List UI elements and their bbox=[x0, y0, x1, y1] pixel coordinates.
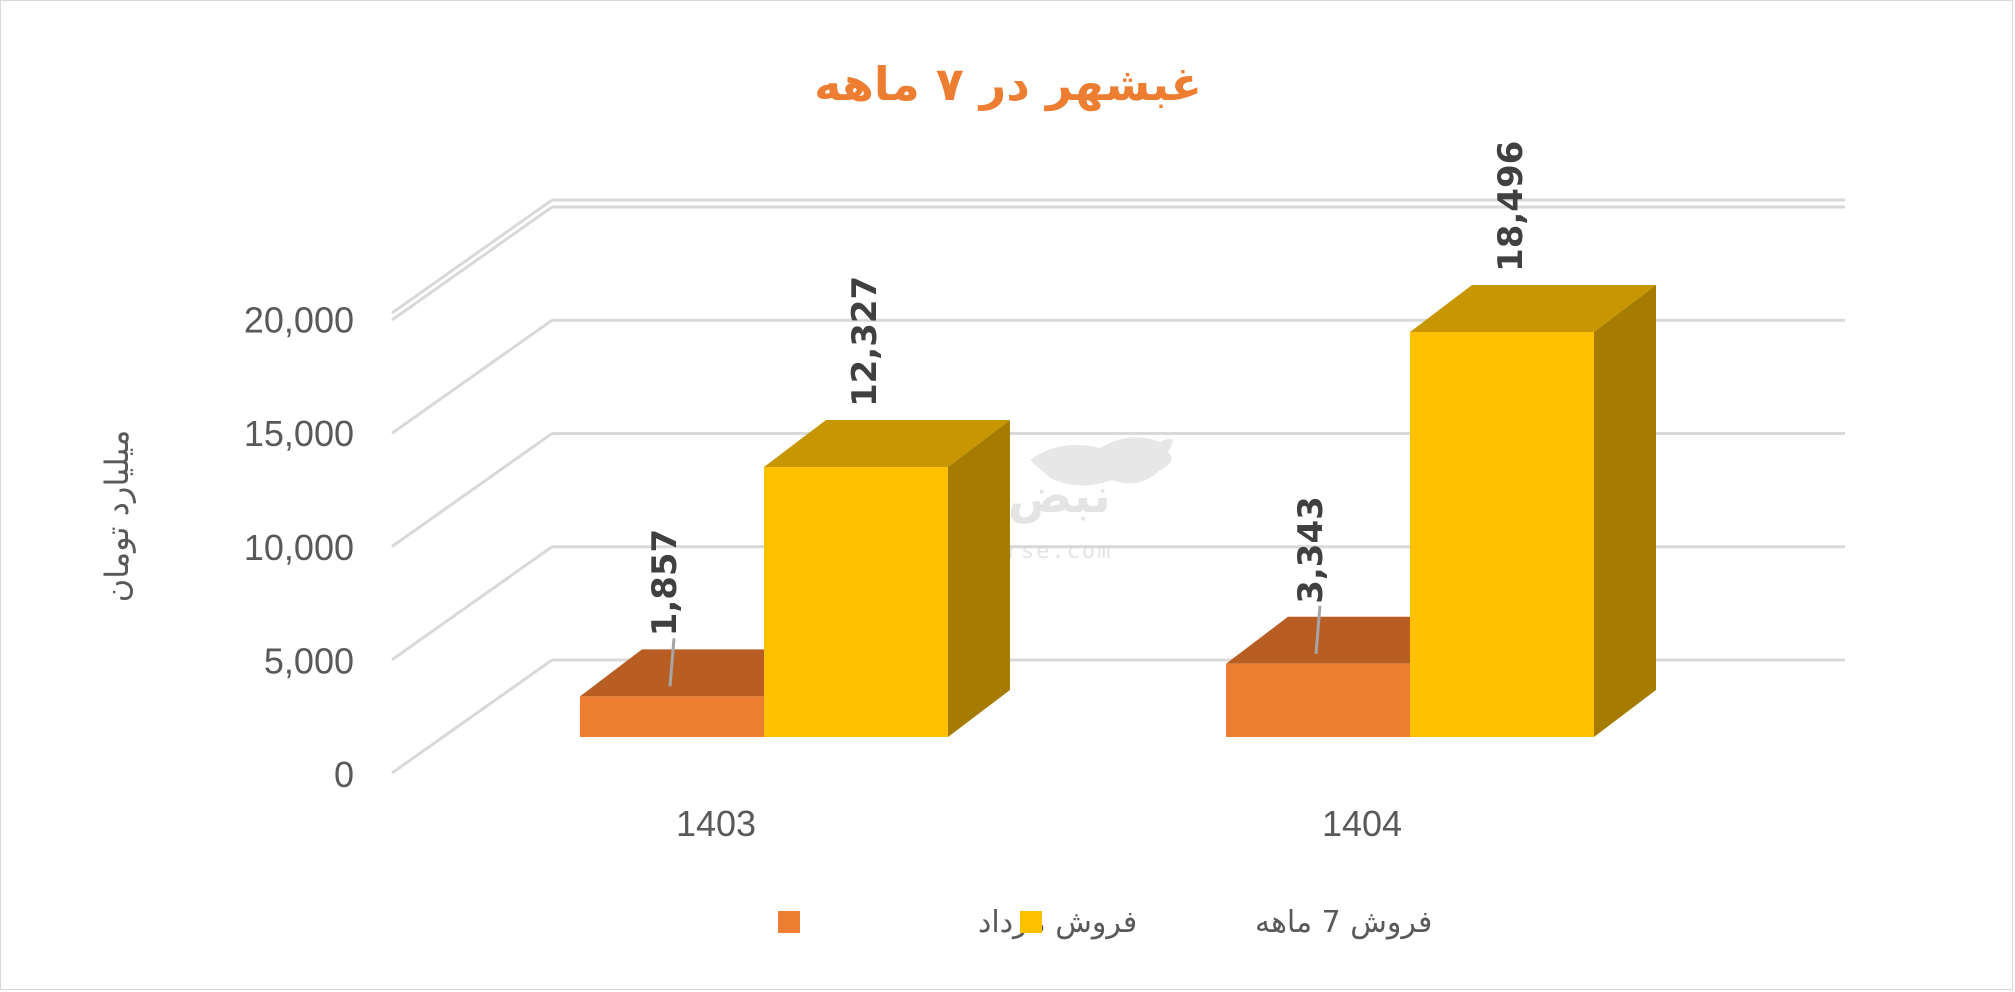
data-label-leader bbox=[1314, 605, 1322, 654]
data-label: 1,857 bbox=[645, 529, 685, 637]
bar-side-face bbox=[1594, 284, 1656, 737]
legend-label: فروش مرداد bbox=[978, 905, 1137, 940]
y-tick-label: 10,000 bbox=[244, 527, 354, 568]
data-labels: 1,857 12,327 3,343 18,496 bbox=[645, 141, 1531, 687]
legend-swatch bbox=[778, 911, 800, 933]
chart-title: غبشهر در ۷ ماهه bbox=[814, 57, 1202, 111]
y-axis-label: میلیارد تومان bbox=[98, 430, 136, 603]
data-label: 3,343 bbox=[1291, 496, 1331, 604]
bar bbox=[580, 696, 764, 737]
data-label: 12,327 bbox=[845, 276, 885, 407]
gridline-diagonal bbox=[391, 205, 553, 322]
bull-icon bbox=[1030, 437, 1173, 486]
bar bbox=[1410, 331, 1594, 737]
gridline-diagonal bbox=[391, 198, 553, 315]
bar-side-face bbox=[948, 420, 1010, 737]
y-tick-label: 5,000 bbox=[264, 640, 354, 681]
bar bbox=[764, 467, 948, 737]
data-label-leader bbox=[668, 638, 676, 687]
gridline-diagonal bbox=[391, 319, 553, 435]
gridline-diagonal bbox=[391, 545, 553, 661]
data-label: 18,496 bbox=[1491, 141, 1531, 272]
legend-label: فروش 7 ماهه bbox=[1255, 905, 1432, 940]
gridline-diagonal bbox=[391, 432, 553, 548]
x-tick-label: 1404 bbox=[1322, 803, 1402, 844]
x-axis-ticks: 1403 1404 bbox=[676, 803, 1402, 844]
gridline-diagonal bbox=[391, 658, 553, 775]
bars bbox=[580, 284, 1656, 737]
bar-top-face bbox=[764, 420, 1010, 468]
y-tick-label: 15,000 bbox=[244, 413, 354, 454]
bar bbox=[1226, 663, 1410, 737]
x-tick-label: 1403 bbox=[676, 803, 756, 844]
y-tick-label: 20,000 bbox=[244, 300, 354, 341]
y-tick-label: 0 bbox=[334, 754, 354, 795]
legend-swatch bbox=[1020, 911, 1042, 933]
legend: فروش مرداد فروش 7 ماهه bbox=[778, 905, 1432, 940]
bar-top-face bbox=[1410, 284, 1656, 332]
y-axis-ticks: 0 5,000 10,000 15,000 20,000 bbox=[244, 300, 354, 795]
